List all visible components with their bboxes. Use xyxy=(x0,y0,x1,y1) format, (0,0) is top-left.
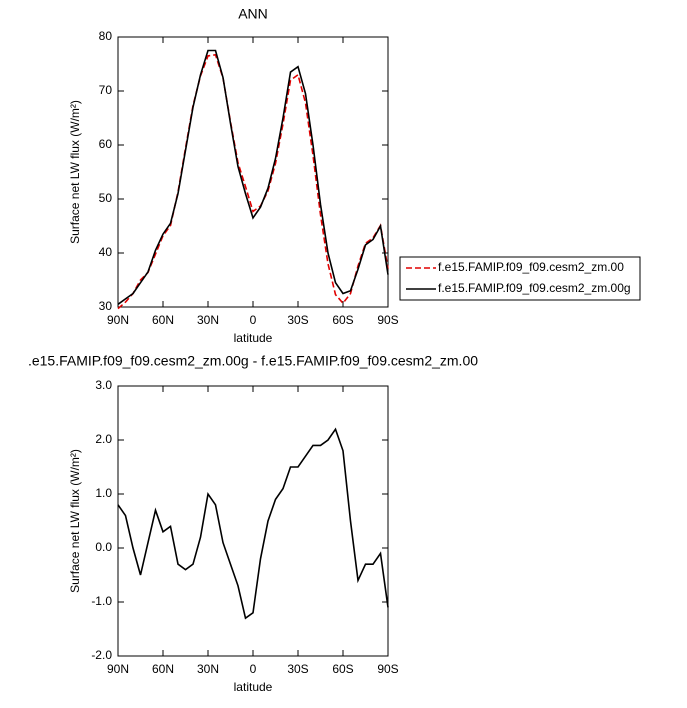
x-axis-label: latitude xyxy=(234,331,273,345)
y-tick-label: 1.0 xyxy=(95,486,112,500)
x-tick-label: 90N xyxy=(107,662,129,676)
x-tick-label: 0 xyxy=(250,662,257,676)
data-line xyxy=(117,53,389,310)
x-tick-label: 90S xyxy=(377,313,398,327)
x-tick-label: 0 xyxy=(250,313,257,327)
y-tick-label: 60 xyxy=(99,137,113,151)
x-tick-label: 30N xyxy=(197,313,219,327)
y-tick-label: 2.0 xyxy=(95,432,112,446)
y-tick-label: 40 xyxy=(99,245,113,259)
chart-title: ANN xyxy=(238,6,268,22)
y-axis-label: Surface net LW flux (W/m²) xyxy=(68,100,82,244)
y-tick-label: -2.0 xyxy=(91,648,112,662)
legend-label: f.e15.FAMIP.f09_f09.cesm2_zm.00 xyxy=(438,260,624,274)
x-tick-label: 60S xyxy=(332,313,353,327)
y-tick-label: -1.0 xyxy=(91,594,112,608)
x-axis-label: latitude xyxy=(234,680,273,694)
x-tick-label: 90N xyxy=(107,313,129,327)
legend-box xyxy=(399,256,641,301)
x-tick-label: 90S xyxy=(377,662,398,676)
x-tick-label: 30S xyxy=(287,662,308,676)
y-tick-label: 3.0 xyxy=(95,378,112,392)
y-tick-label: 0.0 xyxy=(95,540,112,554)
y-tick-label: 50 xyxy=(99,191,113,205)
x-tick-label: 60S xyxy=(332,662,353,676)
data-line xyxy=(117,49,389,305)
chart-title: .e15.FAMIP.f09_f09.cesm2_zm.00g - f.e15.… xyxy=(28,353,478,369)
x-tick-label: 30S xyxy=(287,313,308,327)
data-line xyxy=(117,427,389,620)
plot-frame xyxy=(117,36,389,308)
x-tick-label: 30N xyxy=(197,662,219,676)
y-tick-label: 30 xyxy=(99,299,113,313)
y-tick-label: 70 xyxy=(99,83,113,97)
y-tick-label: 80 xyxy=(99,29,113,43)
legend-label: f.e15.FAMIP.f09_f09.cesm2_zm.00g xyxy=(438,281,631,295)
x-tick-label: 60N xyxy=(152,662,174,676)
y-axis-label: Surface net LW flux (W/m²) xyxy=(68,449,82,593)
x-tick-label: 60N xyxy=(152,313,174,327)
